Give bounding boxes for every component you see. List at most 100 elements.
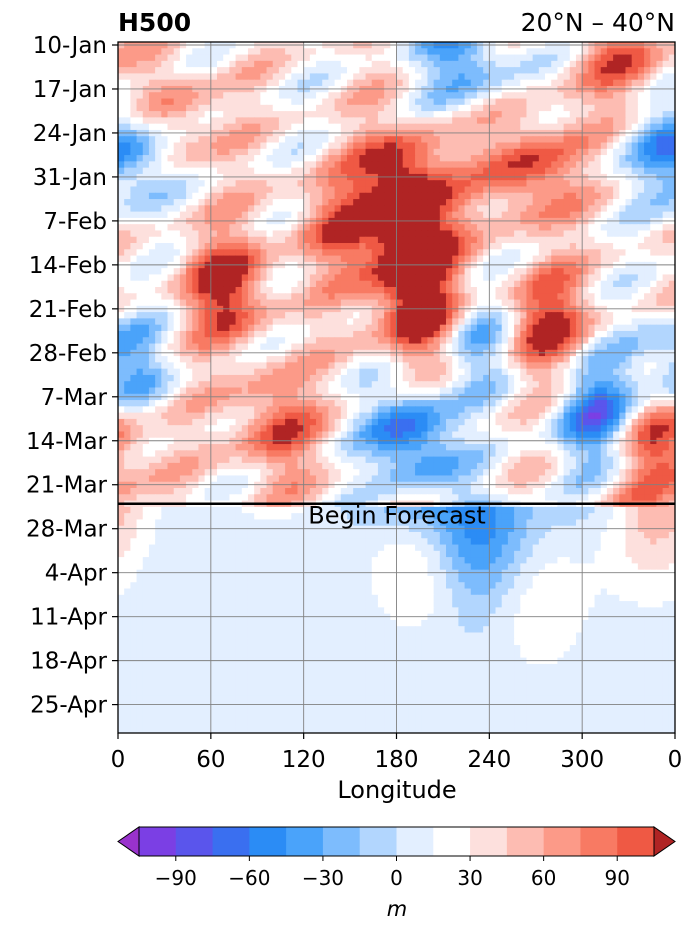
heatmap-cell: [254, 205, 261, 213]
heatmap-cell: [254, 368, 261, 376]
heatmap-cell: [247, 142, 255, 150]
heatmap-cell: [557, 293, 565, 301]
heatmap-cell: [390, 381, 398, 389]
heatmap-cell: [507, 236, 515, 244]
heatmap-cell: [532, 286, 540, 294]
heatmap-cell: [210, 236, 218, 244]
heatmap-cell: [148, 299, 156, 307]
heatmap-cell: [532, 117, 540, 125]
heatmap-cell: [600, 92, 608, 100]
heatmap-cell: [247, 199, 255, 206]
heatmap-cell: [464, 192, 472, 200]
heatmap-cell: [130, 155, 138, 162]
heatmap-cell: [173, 274, 181, 282]
heatmap-cell: [514, 255, 521, 263]
heatmap-cell: [575, 161, 583, 169]
heatmap-cell: [427, 117, 435, 125]
heatmap-cell: [303, 230, 311, 238]
heatmap-cell: [433, 280, 441, 288]
heatmap-cell: [124, 48, 131, 56]
heatmap-cell: [241, 343, 249, 351]
heatmap-cell: [588, 324, 596, 332]
heatmap-cell: [204, 280, 212, 288]
heatmap-cell: [210, 54, 218, 62]
heatmap-cell: [600, 286, 608, 294]
heatmap-cell: [575, 286, 583, 294]
heatmap-cell: [514, 92, 521, 100]
heatmap-cell: [285, 205, 292, 213]
heatmap-cell: [458, 374, 466, 382]
heatmap-cell: [446, 274, 453, 282]
heatmap-cell: [161, 123, 169, 131]
heatmap-cell: [390, 293, 398, 301]
heatmap-cell: [260, 205, 268, 213]
heatmap-cell: [582, 337, 589, 345]
heatmap-cell: [495, 249, 503, 257]
heatmap-cell: [439, 368, 447, 376]
heatmap-cell: [204, 255, 212, 263]
heatmap-cell: [384, 330, 391, 338]
heatmap-cell: [309, 230, 317, 238]
heatmap-cell: [235, 73, 243, 81]
heatmap-cell: [619, 205, 627, 213]
heatmap-cell: [377, 318, 385, 326]
heatmap-cell: [316, 136, 323, 144]
heatmap-cell: [278, 142, 286, 150]
heatmap-cell: [377, 180, 385, 188]
heatmap-cell: [247, 48, 255, 56]
heatmap-cell: [656, 48, 664, 56]
heatmap-cell: [452, 192, 459, 200]
heatmap-cell: [532, 368, 540, 376]
heatmap-cell: [136, 142, 144, 150]
heatmap-cell: [514, 186, 521, 194]
heatmap-cell: [260, 136, 268, 144]
heatmap-cell: [514, 374, 521, 382]
heatmap-cell: [291, 255, 299, 263]
heatmap-cell: [545, 318, 552, 326]
heatmap-cell: [464, 236, 472, 244]
heatmap-cell: [155, 356, 162, 363]
heatmap-cell: [668, 155, 675, 162]
heatmap-cell: [210, 387, 218, 395]
heatmap-cell: [365, 104, 373, 112]
heatmap-cell: [656, 255, 664, 263]
heatmap-cell: [223, 268, 230, 276]
heatmap-cell: [334, 299, 342, 307]
heatmap-cell: [359, 387, 367, 395]
heatmap-cell: [662, 73, 670, 81]
heatmap-cell: [266, 60, 274, 68]
heatmap-cell: [186, 136, 193, 144]
heatmap-cell: [396, 48, 404, 56]
heatmap-cell: [173, 293, 181, 301]
heatmap-cell: [340, 324, 348, 332]
heatmap-cell: [637, 186, 645, 194]
heatmap-cell: [551, 180, 559, 188]
heatmap-cell: [278, 161, 286, 169]
heatmap-cell: [446, 60, 453, 68]
heatmap-cell: [439, 161, 447, 169]
heatmap-cell: [563, 98, 571, 106]
heatmap-cell: [569, 286, 577, 294]
heatmap-cell: [260, 60, 268, 68]
heatmap-cell: [254, 356, 261, 363]
heatmap-cell: [210, 274, 218, 282]
heatmap-cell: [309, 280, 317, 288]
heatmap-cell: [483, 48, 490, 56]
heatmap-cell: [637, 161, 645, 169]
heatmap-cell: [563, 142, 571, 150]
heatmap-cell: [278, 274, 286, 282]
heatmap-cell: [514, 73, 521, 81]
heatmap-cell: [569, 362, 577, 370]
heatmap-cell: [247, 330, 255, 338]
heatmap-cell: [408, 161, 416, 169]
heatmap-cell: [223, 123, 230, 131]
heatmap-cell: [427, 249, 435, 257]
heatmap-cell: [359, 236, 367, 244]
heatmap-cell: [377, 337, 385, 345]
heatmap-cell: [353, 368, 360, 376]
heatmap-cell: [322, 54, 330, 62]
heatmap-cell: [365, 167, 373, 175]
heatmap-cell: [433, 374, 441, 382]
heatmap-cell: [470, 167, 478, 175]
heatmap-cell: [606, 148, 614, 156]
